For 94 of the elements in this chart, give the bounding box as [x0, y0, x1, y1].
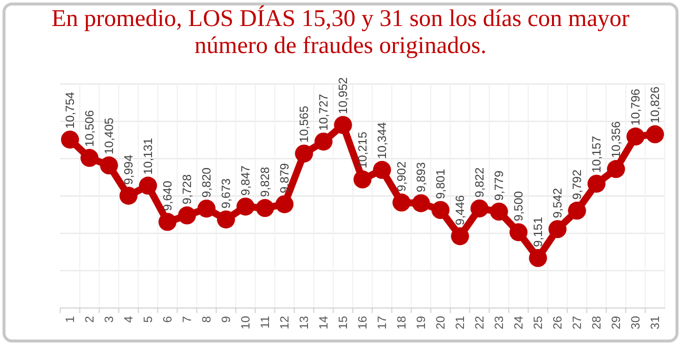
point	[470, 199, 488, 218]
point	[607, 160, 625, 178]
data-label: 9,893	[414, 162, 428, 192]
point	[61, 130, 79, 149]
data-label: 10,215	[356, 131, 370, 168]
data-label: 10,157	[590, 136, 604, 173]
point	[139, 176, 157, 195]
data-label: 9,640	[160, 180, 174, 211]
point	[568, 202, 586, 220]
x-tick-label: 30	[628, 316, 642, 330]
data-label: 9,994	[122, 154, 136, 185]
x-tick-label: 1	[63, 316, 77, 323]
x-tick-label: 5	[141, 316, 155, 323]
data-label: 10,565	[297, 106, 311, 143]
data-label: 9,446	[453, 194, 467, 226]
x-tick-label: 29	[609, 316, 623, 330]
data-label: 9,902	[394, 161, 408, 192]
x-tick-label: 22	[472, 316, 486, 330]
data-label: 10,405	[102, 117, 116, 154]
point	[295, 144, 313, 163]
data-label: 10,356	[609, 120, 623, 158]
x-tick-label: 17	[375, 316, 389, 330]
point	[334, 116, 352, 134]
point	[354, 170, 372, 188]
point	[626, 128, 644, 146]
point	[432, 201, 450, 219]
point	[198, 200, 216, 218]
x-tick-label: 8	[200, 316, 214, 323]
x-tick-label: 13	[297, 316, 311, 330]
data-label: 9,673	[219, 178, 233, 208]
data-label: 10,131	[141, 138, 155, 175]
point	[217, 210, 235, 228]
x-tick-label: 28	[590, 316, 604, 330]
point	[120, 186, 138, 205]
x-tick-label: 2	[82, 316, 96, 323]
chart-title: En promedio, LOS DÍAS 15,30 y 31 son los días con mayor número de fraudes originados.	[50, 6, 630, 60]
data-label: 9,879	[278, 162, 292, 194]
x-tick-label: 11	[258, 316, 272, 328]
point	[490, 202, 508, 221]
x-tick-label: 9	[219, 316, 233, 323]
x-tick-label: 19	[414, 316, 428, 330]
data-label: 10,344	[375, 122, 389, 159]
point	[451, 227, 469, 246]
x-tick-label: 7	[180, 316, 194, 323]
data-label: 9,728	[180, 174, 194, 204]
point	[158, 212, 176, 231]
data-label: 9,847	[238, 165, 252, 196]
x-tick-label: 10	[238, 316, 252, 330]
x-tick-label: 12	[278, 316, 292, 330]
point	[373, 160, 391, 179]
data-label: 9,828	[258, 166, 272, 198]
data-label: 9,792	[570, 169, 584, 200]
x-tick-label: 15	[336, 316, 350, 330]
x-tick-label: 31	[648, 316, 662, 330]
data-label: 9,822	[472, 167, 486, 198]
x-tick-label: 3	[102, 316, 116, 323]
data-label: 10,952	[336, 76, 350, 114]
x-tick-label: 26	[550, 316, 564, 330]
x-tick-label: 4	[122, 316, 136, 323]
x-tick-label: 24	[512, 316, 526, 330]
point	[100, 156, 118, 174]
point	[276, 195, 294, 214]
point	[510, 223, 528, 242]
point	[178, 206, 196, 224]
point	[588, 174, 606, 193]
x-tick-label: 20	[434, 316, 448, 330]
point	[80, 148, 98, 167]
data-label: 9,801	[434, 168, 448, 199]
data-label: 10,826	[648, 86, 662, 124]
data-label: 9,779	[492, 170, 506, 201]
data-label: 10,796	[628, 88, 642, 126]
point	[256, 199, 274, 218]
x-tick-label: 27	[570, 316, 584, 330]
data-label: 10,506	[82, 110, 96, 147]
data-label: 9,820	[200, 167, 214, 198]
data-label: 10,727	[316, 94, 330, 131]
x-tick-label: 25	[531, 316, 545, 330]
x-tick-label: 23	[492, 316, 506, 330]
point	[646, 125, 664, 144]
point	[548, 220, 566, 238]
x-tick-label: 16	[356, 316, 370, 330]
point	[529, 249, 547, 267]
point	[392, 194, 410, 212]
point	[236, 198, 254, 216]
x-tick-label: 6	[160, 316, 174, 323]
x-tick-label: 14	[316, 316, 330, 330]
data-label: 9,151	[531, 216, 545, 247]
point	[314, 132, 332, 151]
x-tick-label: 21	[453, 316, 467, 330]
x-tick-label: 18	[394, 316, 408, 330]
data-label: 10,754	[63, 92, 77, 129]
point	[412, 194, 430, 212]
data-label: 9,500	[512, 190, 526, 222]
data-label: 9,542	[550, 188, 564, 218]
